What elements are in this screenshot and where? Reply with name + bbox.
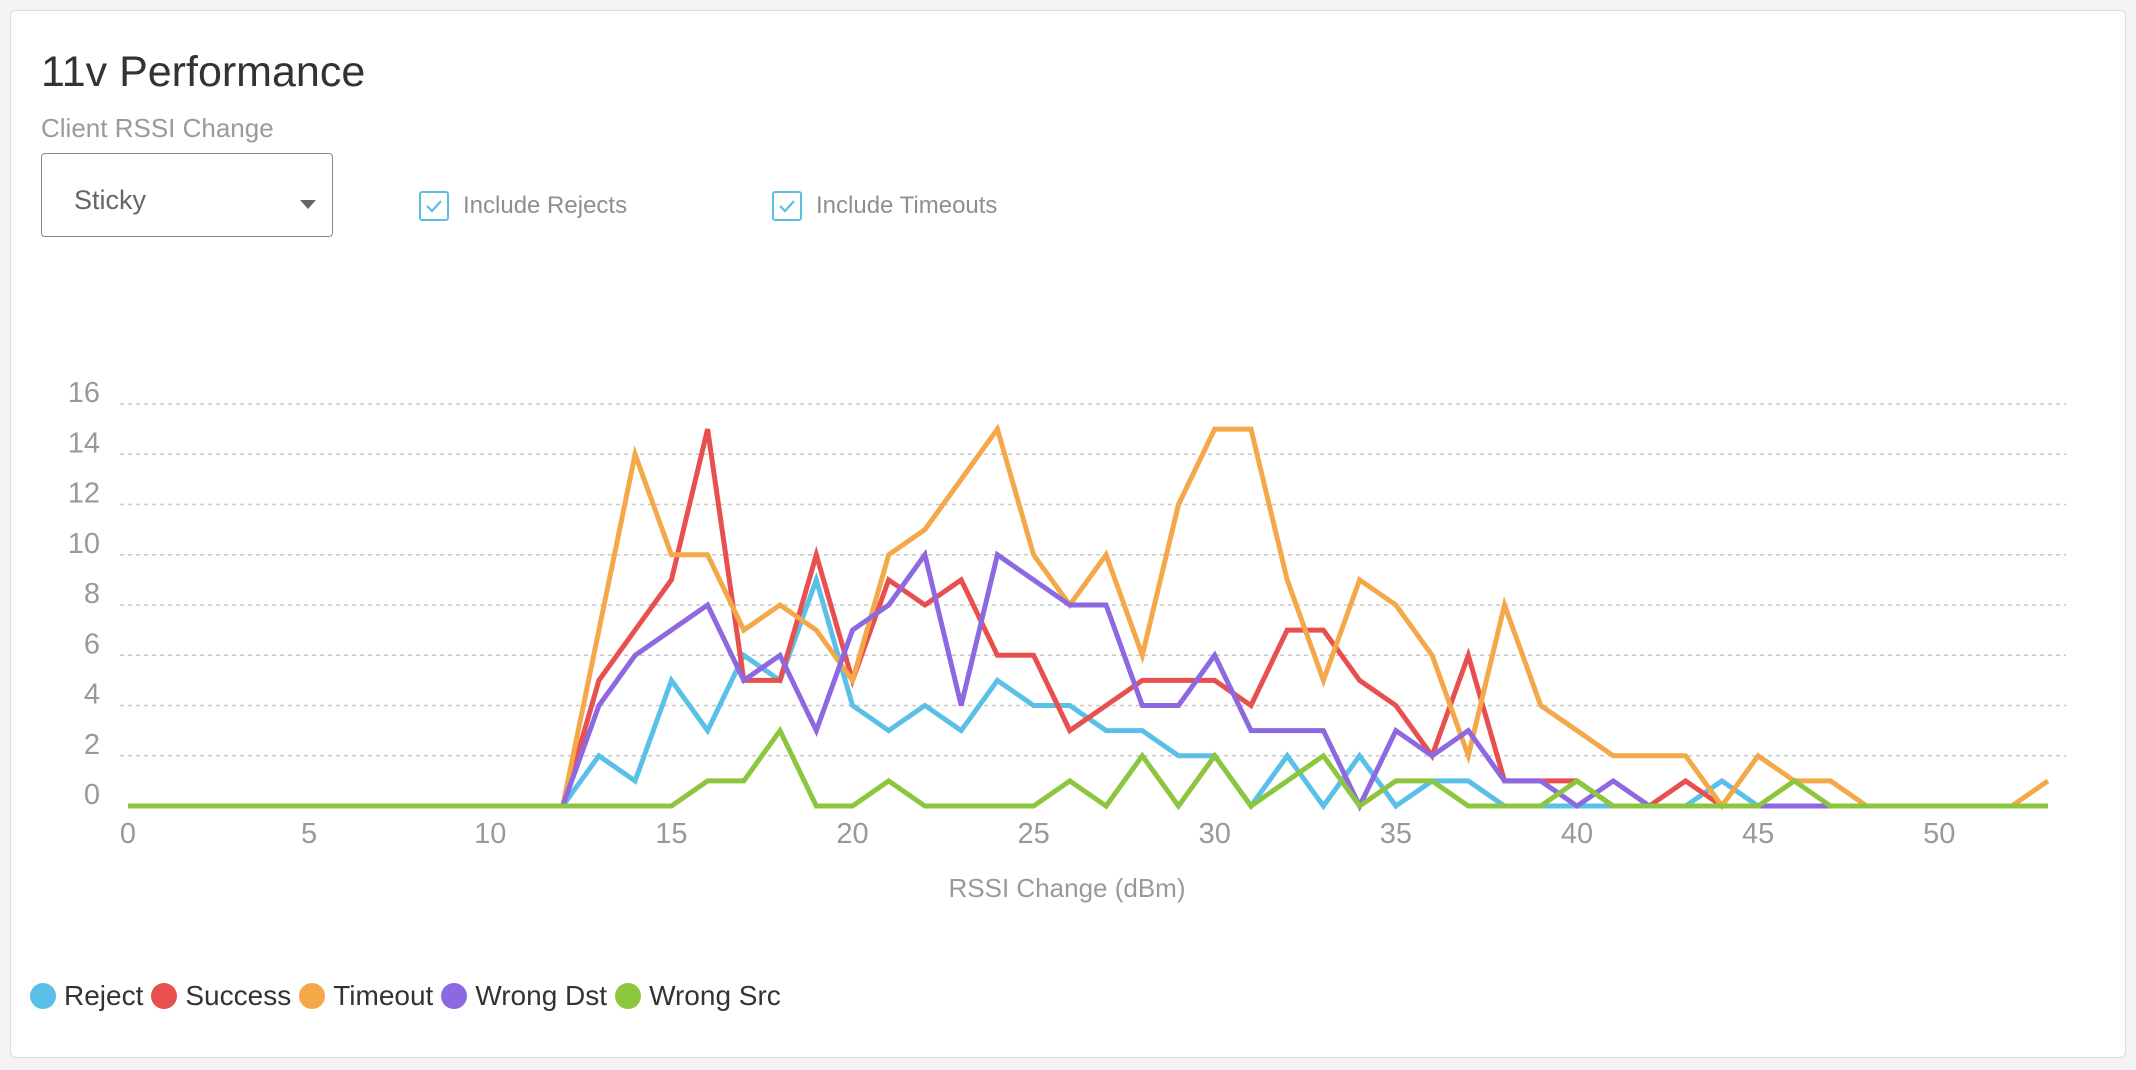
x-tick-label: 0 [120,818,136,850]
series-line-success [128,428,2048,809]
x-tick-label: 30 [1199,818,1231,850]
include-rejects-checkbox[interactable]: Include Rejects [419,191,627,221]
series-line-wrong-dst [128,548,2048,812]
legend-label: Timeout [333,980,434,1011]
legend-item-wrong-dst[interactable]: Wrong Dst [441,982,607,1010]
x-tick-label: 10 [474,818,506,850]
performance-card: 11v Performance Client RSSI Change Stick… [10,10,2126,1058]
x-tick-label: 45 [1742,818,1774,850]
dropdown-selected-value: Sticky [74,185,147,215]
y-tick-label: 10 [68,528,100,560]
series-line-wrong-src [128,725,2048,811]
checkbox-checked-icon [419,191,449,221]
caret-down-icon [300,200,316,209]
legend-label: Reject [64,980,144,1011]
x-tick-label: 50 [1923,818,1955,850]
x-tick-label: 20 [836,818,868,850]
mode-dropdown[interactable]: Sticky [41,153,333,237]
x-axis-label: RSSI Change (dBm) [949,873,1186,903]
page-subtitle: Client RSSI Change [41,113,274,143]
x-tick-label: 15 [655,818,687,850]
legend-swatch [151,983,178,1009]
x-tick-label: 25 [1017,818,1049,850]
legend-swatch [441,983,468,1009]
y-tick-label: 16 [68,377,100,409]
legend-swatch [30,983,56,1009]
y-tick-label: 14 [68,427,100,459]
include-timeouts-label: Include Timeouts [816,192,998,219]
legend-item-timeout[interactable]: Timeout [299,982,433,1010]
page-title: 11v Performance [41,48,366,96]
series-line-reject [128,571,2048,811]
legend-swatch [299,983,326,1009]
legend-label: Wrong Dst [475,980,608,1011]
legend-item-success[interactable]: Success [151,982,291,1010]
series-line-timeout [128,423,2050,811]
legend-swatch [615,983,642,1009]
include-timeouts-checkbox[interactable]: Include Timeouts [772,191,997,221]
x-tick-label: 40 [1561,818,1593,850]
chart-legend: Reject Success Timeout Wrong Dst Wrong Src [30,982,789,1010]
include-rejects-label: Include Rejects [463,192,628,219]
x-tick-label: 5 [301,818,317,850]
legend-label: Wrong Src [649,980,781,1011]
y-tick-label: 6 [84,628,100,660]
y-tick-label: 0 [84,779,100,811]
checkbox-checked-icon [772,191,802,221]
y-tick-label: 12 [68,478,100,510]
legend-item-reject[interactable]: Reject [30,982,143,1010]
legend-item-wrong-src[interactable]: Wrong Src [615,982,781,1010]
y-tick-label: 2 [84,729,100,761]
x-tick-label: 35 [1380,818,1412,850]
y-tick-label: 8 [84,578,100,610]
y-tick-label: 4 [84,679,100,711]
legend-label: Success [185,980,292,1011]
